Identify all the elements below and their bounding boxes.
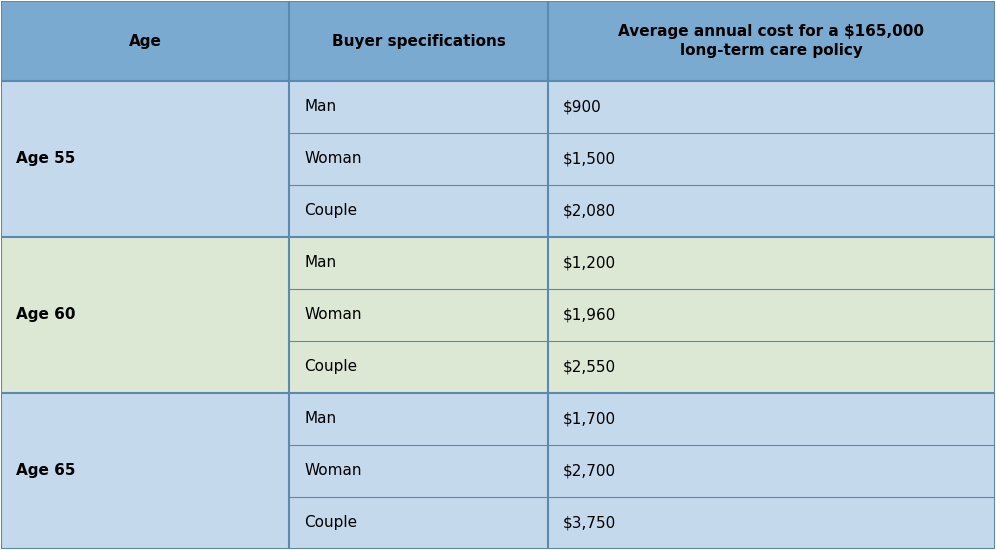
- Text: $900: $900: [563, 99, 602, 114]
- Text: Age 60: Age 60: [16, 307, 76, 322]
- Text: Man: Man: [305, 99, 337, 114]
- Text: $1,700: $1,700: [563, 411, 616, 426]
- Text: Man: Man: [305, 255, 337, 270]
- Text: Couple: Couple: [305, 515, 358, 530]
- Text: $1,960: $1,960: [563, 307, 616, 322]
- Text: Average annual cost for a $165,000
long-term care policy: Average annual cost for a $165,000 long-…: [619, 24, 924, 58]
- Text: $2,550: $2,550: [563, 359, 616, 374]
- FancyBboxPatch shape: [1, 393, 995, 548]
- Text: Man: Man: [305, 411, 337, 426]
- Text: Woman: Woman: [305, 463, 362, 478]
- Text: Couple: Couple: [305, 359, 358, 374]
- Text: Woman: Woman: [305, 307, 362, 322]
- Text: Buyer specifications: Buyer specifications: [332, 34, 506, 48]
- Text: $1,500: $1,500: [563, 151, 616, 166]
- Text: $3,750: $3,750: [563, 515, 616, 530]
- Text: $2,080: $2,080: [563, 203, 616, 218]
- FancyBboxPatch shape: [1, 236, 995, 393]
- Text: $2,700: $2,700: [563, 463, 616, 478]
- FancyBboxPatch shape: [1, 81, 995, 236]
- Text: Age: Age: [128, 34, 161, 48]
- Text: Woman: Woman: [305, 151, 362, 166]
- FancyBboxPatch shape: [1, 2, 995, 81]
- Text: Age 55: Age 55: [16, 151, 76, 166]
- Text: Age 65: Age 65: [16, 463, 76, 478]
- Text: Couple: Couple: [305, 203, 358, 218]
- Text: $1,200: $1,200: [563, 255, 616, 270]
